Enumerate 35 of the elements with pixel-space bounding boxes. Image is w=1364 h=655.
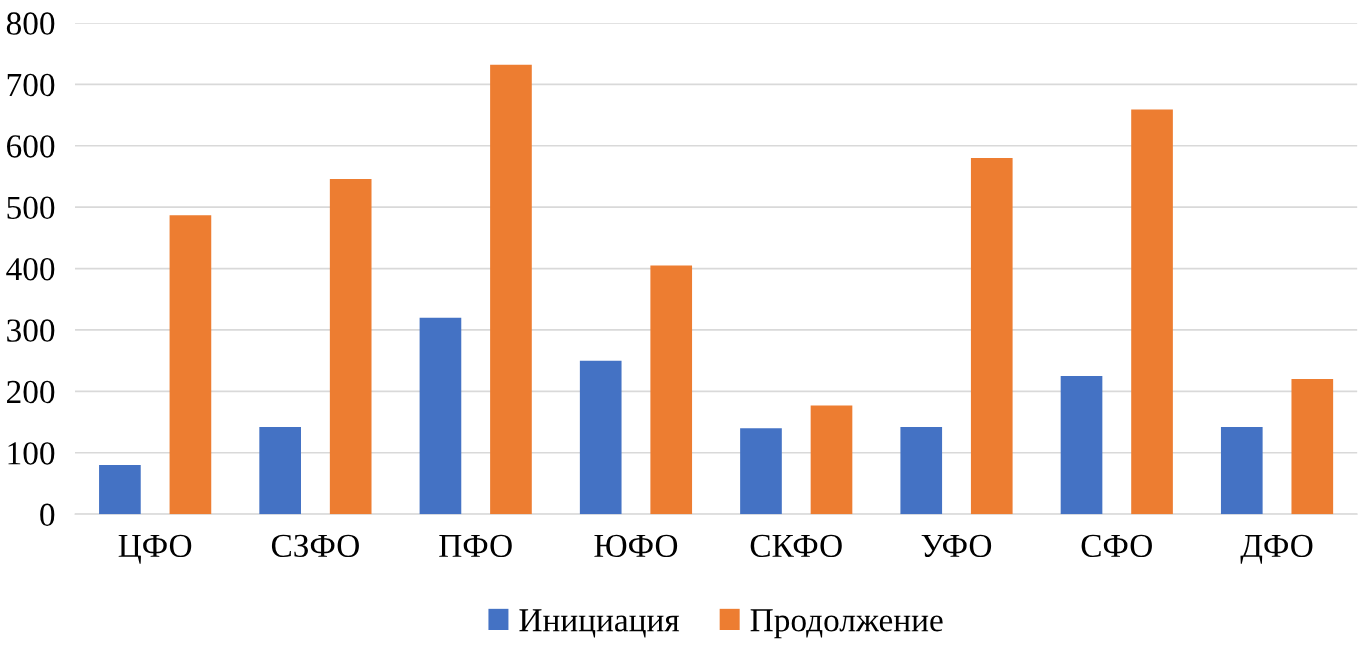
x-tick-label: СФО — [1081, 534, 1152, 558]
bar — [99, 465, 141, 515]
x-tick-label: ПФО — [439, 534, 512, 558]
bar — [579, 360, 622, 515]
y-tick-label: 500 — [7, 196, 55, 220]
bar — [740, 428, 782, 515]
y-tick-label: 800 — [6, 12, 55, 35]
bar — [900, 426, 943, 515]
y-tick-label: 600 — [7, 135, 55, 158]
legend-label: Инициация — [519, 609, 680, 638]
legend-label: Продолжение — [750, 609, 943, 639]
x-tick-label: СКФО — [750, 534, 842, 558]
y-tick-label: 700 — [7, 73, 55, 97]
bar — [1220, 426, 1263, 515]
bar — [970, 158, 1013, 515]
y-tick-label: 400 — [6, 257, 55, 281]
x-tick-label: СЗФО — [271, 534, 359, 558]
y-tick-label: 100 — [8, 442, 55, 465]
x-tick-label: ЦФО — [118, 534, 192, 564]
bar — [419, 317, 462, 515]
x-tick-label: ДФО — [1240, 534, 1313, 564]
y-tick-label: 300 — [7, 319, 55, 342]
bar — [169, 215, 212, 515]
bar — [810, 405, 853, 515]
bar — [490, 64, 532, 515]
y-tick-label: 200 — [7, 380, 55, 404]
bar — [329, 178, 372, 515]
bar — [1291, 379, 1334, 515]
y-tick-label: 0 — [40, 503, 55, 527]
bar — [650, 265, 693, 515]
bar — [259, 426, 301, 515]
x-tick-label: ЮФО — [594, 534, 678, 558]
bar — [1131, 109, 1173, 515]
x-tick-label: УФО — [921, 534, 992, 558]
bar — [1060, 376, 1103, 515]
